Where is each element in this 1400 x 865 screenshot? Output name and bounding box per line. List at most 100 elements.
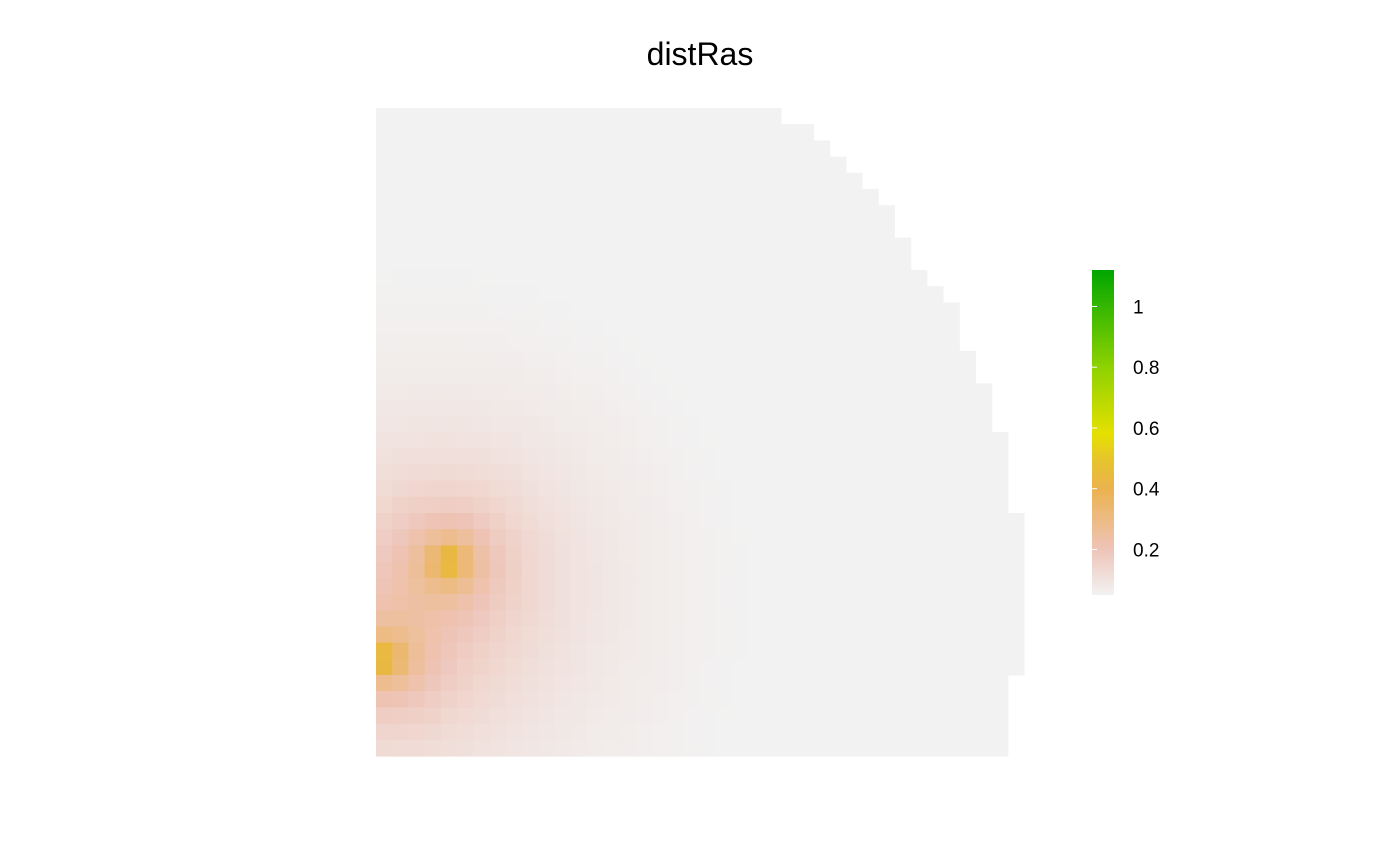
raster-cell [797, 270, 814, 287]
raster-cell [376, 286, 393, 303]
raster-cell [376, 189, 393, 206]
raster-cell [619, 496, 636, 514]
raster-cell [392, 253, 409, 271]
raster-cell [894, 302, 912, 320]
raster-cell [376, 334, 393, 352]
raster-cell [424, 318, 442, 336]
raster-cell [700, 351, 717, 368]
raster-cell [554, 140, 571, 158]
raster-cell [748, 626, 766, 644]
raster-cell [457, 658, 474, 676]
raster-cell [781, 318, 798, 336]
raster-cell [700, 739, 717, 757]
raster-cell [554, 707, 571, 725]
raster-cell [716, 675, 733, 692]
raster-cell [894, 561, 912, 579]
raster-cell [975, 496, 993, 514]
raster-cell [424, 334, 442, 352]
raster-cell [943, 399, 960, 417]
raster-cell [926, 594, 944, 611]
raster-cell [619, 108, 636, 125]
raster-cell [829, 739, 847, 757]
raster-cell [813, 626, 831, 644]
raster-cell [554, 529, 571, 546]
raster-cell [894, 610, 912, 627]
raster-cell [392, 529, 409, 546]
raster-cell [505, 464, 523, 482]
raster-cell [651, 610, 669, 627]
raster-cell [991, 561, 1009, 579]
raster-cell [392, 270, 409, 287]
raster-cell [781, 480, 798, 498]
raster-cell [586, 594, 604, 611]
raster-cell [376, 561, 393, 579]
raster-cell [392, 383, 409, 401]
raster-cell [505, 691, 523, 708]
raster-cell [635, 432, 652, 449]
raster-cell [440, 237, 458, 255]
raster-cell [554, 658, 571, 676]
raster-cell [473, 399, 490, 417]
legend-tick-label: 0.4 [1133, 480, 1160, 501]
raster-cell [586, 189, 604, 206]
raster-cell [716, 156, 733, 174]
raster-cell [700, 286, 717, 303]
raster-cell [570, 205, 588, 222]
raster-cell [959, 432, 976, 449]
raster-cell [829, 367, 847, 384]
raster-cell [619, 221, 636, 239]
raster-cell [926, 334, 944, 352]
raster-cell [538, 577, 555, 595]
raster-cell [797, 594, 814, 611]
raster-cell [651, 513, 669, 530]
raster-cell [538, 448, 555, 465]
raster-cell [505, 383, 523, 401]
raster-cell [716, 658, 733, 676]
raster-cell [651, 448, 669, 465]
raster-cell [700, 383, 717, 401]
raster-cell [440, 351, 458, 368]
raster-cell [813, 496, 831, 514]
raster-cell [943, 334, 960, 352]
raster-cell [845, 658, 863, 676]
raster-cell [862, 545, 879, 563]
raster-cell [878, 658, 895, 676]
raster-cell [781, 351, 798, 368]
raster-cell [554, 464, 571, 482]
raster-cell [862, 448, 879, 465]
raster-cell [926, 415, 944, 433]
raster-cell [975, 448, 993, 465]
raster-cell [683, 221, 701, 239]
raster-cell [635, 739, 652, 757]
raster-cell [376, 302, 393, 320]
raster-cell [376, 480, 393, 498]
raster-cell [554, 723, 571, 741]
raster-cell [505, 626, 523, 644]
raster-cell [489, 205, 507, 222]
raster-cell [651, 415, 669, 433]
raster-cell [683, 270, 701, 287]
raster-cell [748, 124, 766, 141]
raster-cell [473, 529, 490, 546]
raster-cell [538, 513, 555, 530]
raster-cell [505, 318, 523, 336]
raster-cell [813, 480, 831, 498]
raster-cell [392, 626, 409, 644]
raster-cell [408, 415, 426, 433]
raster-cell [505, 140, 523, 158]
raster-cell [408, 367, 426, 384]
raster-cell [635, 610, 652, 627]
raster-cell [473, 626, 490, 644]
raster-cell [748, 448, 766, 465]
raster-cell [829, 383, 847, 401]
raster-cell [748, 529, 766, 546]
raster-cell [797, 221, 814, 239]
raster-cell [570, 351, 588, 368]
raster-cell [878, 448, 895, 465]
raster-cell [521, 367, 539, 384]
raster-cell [797, 302, 814, 320]
legend-tick-label: 1 [1133, 297, 1144, 318]
raster-cell [392, 399, 409, 417]
raster-cell [781, 545, 798, 563]
raster-cell [959, 577, 976, 595]
